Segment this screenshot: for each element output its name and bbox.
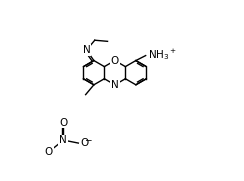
Text: N: N [83,45,90,55]
Text: N: N [111,80,119,90]
Text: −: − [84,135,92,144]
Text: N: N [59,135,67,145]
Text: O: O [44,147,53,157]
Text: O: O [111,56,119,66]
Text: O: O [81,138,89,148]
Text: NH$_3$$^+$: NH$_3$$^+$ [148,47,177,62]
Text: O: O [59,118,67,128]
